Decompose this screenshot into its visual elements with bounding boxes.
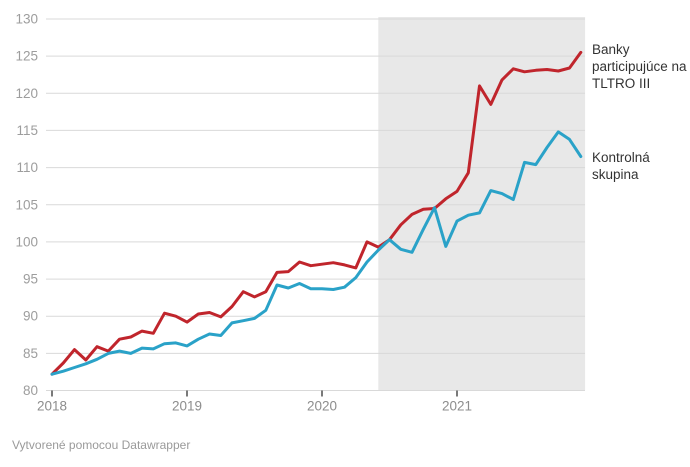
y-axis-tick-label: 120	[15, 86, 38, 101]
y-axis-tick-label: 80	[23, 383, 38, 398]
y-axis-tick-label: 125	[15, 49, 38, 64]
x-axis-tick-label: 2018	[37, 399, 67, 414]
series-line-control-group	[50, 130, 583, 376]
y-axis-tick-label: 130	[15, 12, 38, 27]
datawrapper-credit-line: Vytvorené pomocou Datawrapper	[12, 438, 191, 452]
x-axis-tick-label: 2019	[172, 399, 202, 414]
y-axis-tick-label: 90	[23, 309, 38, 324]
y-axis-tick-label: 115	[16, 123, 38, 138]
x-axis-tick-label: 2021	[442, 399, 472, 414]
y-axis-tick-label: 85	[23, 346, 38, 361]
highlight-band	[378, 17, 586, 390]
series-label-tltro-banks: Banky participujúce na TLTRO III	[592, 42, 687, 91]
series-line-tltro-banks	[50, 50, 583, 376]
y-axis-tick-label: 95	[23, 272, 38, 287]
y-axis-tick-label: 105	[15, 197, 38, 212]
line-chart-plot: 80 85 90 95 100 105 110 115 120 125 130 2018 2019 202…	[15, 12, 586, 414]
y-axis-tick-label: 110	[16, 160, 38, 175]
series-label-control-group: Kontrolná skupina	[592, 150, 650, 182]
x-axis-tick-label: 2020	[307, 399, 337, 414]
y-axis-tick-label: 100	[15, 234, 38, 249]
